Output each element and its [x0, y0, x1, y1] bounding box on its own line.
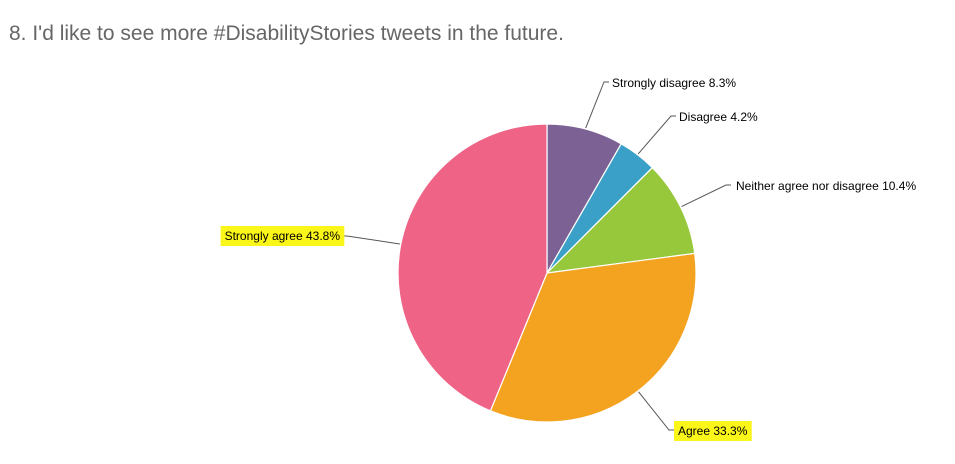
pie-slice-neither-agree-nor-disagree [545, 166, 696, 274]
label-highlight-strongly-agree [220, 226, 345, 246]
pie-slices [397, 123, 697, 423]
leader-line-strongly-disagree [585, 81, 609, 129]
slice-label-neither-agree-nor-disagree: Neither agree nor disagree 10.4% [736, 179, 916, 193]
pie-labels: Strongly disagree 8.3% Disagree 4.2% Neith… [220, 76, 916, 441]
leader-line-agree [638, 391, 674, 431]
slice-label-strongly-agree: Strongly agree 43.8% [225, 229, 341, 243]
leader-line-strongly-agree [342, 235, 400, 245]
label-highlight-agree [674, 421, 752, 441]
slice-label-disagree: Disagree 4.2% [679, 110, 758, 124]
leader-line-neither-agree-nor-disagree [681, 184, 731, 208]
slice-label-agree: Agree 33.3% [678, 424, 748, 438]
pie-slice-agree [489, 252, 697, 423]
slice-label-strongly-disagree: Strongly disagree 8.3% [612, 76, 736, 90]
question-title: 8. I'd like to see more #DisabilityStori… [9, 22, 564, 45]
leader-line-disagree [637, 115, 676, 155]
pie-slice-strongly-agree [397, 123, 548, 412]
